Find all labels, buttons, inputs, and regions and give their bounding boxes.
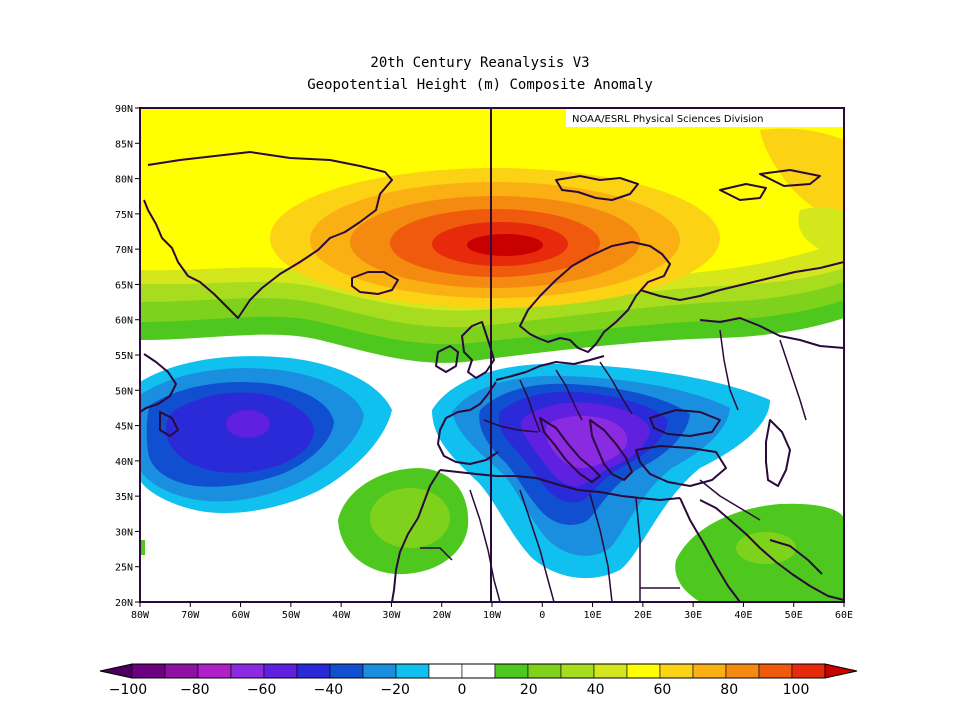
coastlines — [140, 151, 844, 602]
lon-tick-label: 70W — [181, 610, 200, 621]
colorbar-swatch — [164, 663, 199, 679]
mideast-high-band-30 — [736, 532, 796, 564]
lat-tick-label: 40N — [115, 457, 133, 468]
colorbar-label: 60 — [653, 682, 671, 698]
lon-tick-label: 80W — [131, 610, 150, 621]
credit-box — [566, 109, 843, 127]
credit-text: NOAA/ESRL Physical Sciences Division — [572, 114, 764, 125]
lon-tick-label: 40W — [332, 610, 351, 621]
colorbar-swatch — [692, 663, 727, 679]
lon-tick-label: 40E — [734, 610, 752, 621]
colorbar-swatch — [428, 663, 463, 679]
longitude-axis: 80W 70W 60W 50W 40W 30W 20W 10W 0 10E 20E 30E 40E 50E… — [131, 602, 853, 621]
lon-tick-label: 60E — [835, 610, 853, 621]
lat-tick-label: 35N — [115, 492, 133, 503]
lon-tick-label: 10W — [483, 610, 502, 621]
lon-tick-label: 0 — [539, 610, 545, 621]
lat-tick-label: 45N — [115, 422, 133, 433]
map-title: 20th Century Reanalysis V3 — [370, 55, 590, 71]
colorbar-swatch — [758, 663, 793, 679]
subtropic-high-band-30 — [370, 488, 450, 548]
colorbar-swatch — [659, 663, 694, 679]
lon-tick-label: 20E — [634, 610, 652, 621]
lat-tick-label: 55N — [115, 351, 133, 362]
colorbar-label: −100 — [109, 682, 147, 698]
colorbar-swatch — [296, 663, 331, 679]
colorbar-swatch — [197, 663, 232, 679]
med-low-core — [546, 415, 628, 468]
lon-tick-label: 50W — [282, 610, 301, 621]
colorbar-label: 40 — [587, 682, 605, 698]
lon-tick-label: 60W — [232, 610, 251, 621]
latitude-axis: 20N 25N 30N 35N 40N 45N 50N 55N 60N 65N 70N 75N 80N 8… — [115, 104, 140, 609]
lat-tick-label: 20N — [115, 598, 133, 609]
colorbar-swatch — [725, 663, 760, 679]
colorbar-swatch — [494, 663, 529, 679]
colorbar-swatch — [560, 663, 595, 679]
west-edge-band — [140, 540, 145, 555]
colorbar-swatch — [131, 663, 166, 679]
lon-tick-label: 20W — [433, 610, 452, 621]
lon-tick-label: 50E — [785, 610, 803, 621]
colorbar-swatch — [461, 663, 496, 679]
lat-tick-label: 90N — [115, 104, 133, 115]
colorbar-swatch — [527, 663, 562, 679]
colorbar-swatch — [395, 663, 430, 679]
colorbar-label: −80 — [180, 682, 210, 698]
lon-tick-label: 30E — [684, 610, 702, 621]
colorbar-label: −60 — [247, 682, 277, 698]
positive-max — [467, 234, 543, 256]
colorbar: −100 −80 −60 −40 −20 0 20 40 60 80 100 — [99, 663, 858, 698]
colorbar-label: 80 — [720, 682, 738, 698]
anomaly-field — [140, 108, 844, 602]
colorbar-swatch — [263, 663, 298, 679]
lat-tick-label: 60N — [115, 316, 133, 327]
colorbar-swatch — [593, 663, 628, 679]
lat-tick-label: 30N — [115, 527, 133, 538]
lon-tick-label: 10E — [584, 610, 602, 621]
lat-tick-label: 80N — [115, 175, 133, 186]
lat-tick-label: 65N — [115, 280, 133, 291]
colorbar-swatch — [626, 663, 661, 679]
colorbar-label: −40 — [314, 682, 344, 698]
colorbar-end-high — [824, 663, 858, 679]
colorbar-swatch — [230, 663, 265, 679]
lat-tick-label: 75N — [115, 210, 133, 221]
positive-lobe-east-edge — [798, 207, 844, 258]
colorbar-swatch — [362, 663, 397, 679]
map-subtitle: Geopotential Height (m) Composite Anomal… — [307, 77, 653, 93]
colorbar-swatch — [791, 663, 826, 679]
colorbar-swatch — [329, 663, 364, 679]
colorbar-label: 100 — [783, 682, 810, 698]
lat-tick-label: 70N — [115, 245, 133, 256]
colorbar-label: 0 — [458, 682, 467, 698]
colorbar-label: −20 — [380, 682, 410, 698]
lat-tick-label: 85N — [115, 139, 133, 150]
positive-lobe-northeast-inner — [760, 128, 844, 220]
lat-tick-label: 25N — [115, 563, 133, 574]
colorbar-end-low — [99, 663, 133, 679]
atlantic-low-core — [226, 410, 270, 438]
colorbar-label: 20 — [520, 682, 538, 698]
lat-tick-label: 50N — [115, 386, 133, 397]
lon-tick-label: 30W — [382, 610, 401, 621]
